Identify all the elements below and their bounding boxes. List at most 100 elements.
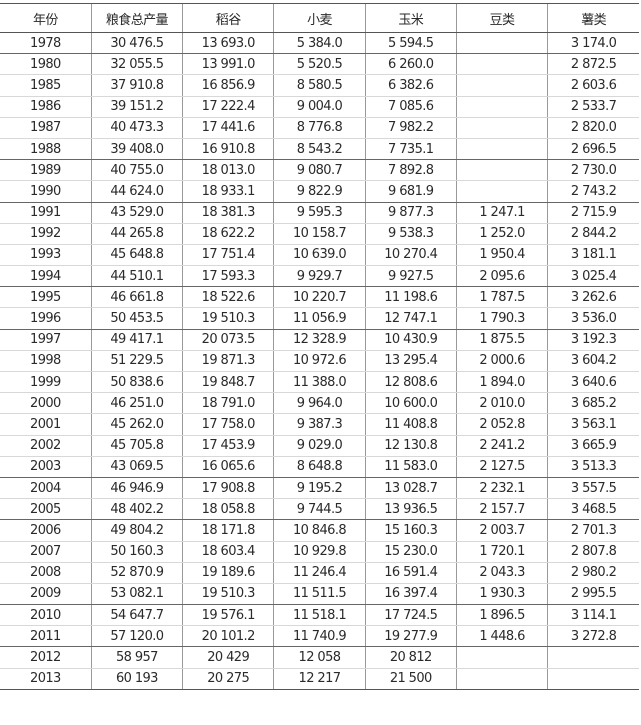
column-header: 薯类 <box>547 3 639 33</box>
value-cell <box>455 117 548 139</box>
value-cell: 5 520.5 <box>273 53 366 76</box>
value-cell: 2 820.0 <box>547 117 639 139</box>
value-cell: 16 910.8 <box>182 138 274 161</box>
table-row: 2004 46 946.9 17 908.8 9 195.2 13 028.7 2 232… <box>0 477 639 500</box>
table-row: 2003 43 069.5 16 065.6 8 648.8 11 583.0 2 127… <box>0 456 639 478</box>
value-cell: 37 910.8 <box>90 74 183 97</box>
value-cell: 3 536.0 <box>547 307 639 330</box>
value-cell: 12 130.8 <box>364 435 457 457</box>
table-row: 1999 50 838.6 19 848.7 11 388.0 12 808.6 1 89… <box>0 371 639 394</box>
value-cell <box>455 159 548 182</box>
value-cell: 2 241.2 <box>455 435 548 457</box>
year-cell: 1996 <box>0 307 92 330</box>
value-cell: 17 441.6 <box>182 117 274 139</box>
table-row: 1994 44 510.1 17 593.3 9 929.7 9 927.5 2 095.… <box>0 265 639 288</box>
column-header: 稻谷 <box>182 3 274 33</box>
value-cell: 43 069.5 <box>90 456 183 478</box>
value-cell: 12 747.1 <box>364 307 457 330</box>
year-cell: 2010 <box>0 604 92 627</box>
value-cell: 17 751.4 <box>182 244 274 267</box>
value-cell: 2 157.7 <box>455 498 548 521</box>
value-cell <box>455 32 548 55</box>
table-row: 1985 37 910.8 16 856.9 8 580.5 6 382.6 2 603.… <box>0 74 639 97</box>
value-cell <box>547 668 639 690</box>
table-row: 1998 51 229.5 19 871.3 10 972.6 13 295.4 2 00… <box>0 350 639 373</box>
value-cell: 13 028.7 <box>364 477 457 500</box>
year-cell: 1993 <box>0 244 92 267</box>
table-row: 2013 60 193 20 275 12 217 21 500 <box>0 668 639 690</box>
value-cell: 8 776.8 <box>273 117 366 139</box>
year-cell: 1989 <box>0 159 92 182</box>
value-cell: 3 513.3 <box>547 456 639 478</box>
value-cell: 8 580.5 <box>273 74 366 97</box>
value-cell: 44 624.0 <box>90 180 183 203</box>
value-cell: 46 251.0 <box>90 392 183 415</box>
value-cell: 1 896.5 <box>455 604 548 627</box>
value-cell <box>455 138 548 161</box>
value-cell: 19 848.7 <box>182 371 274 394</box>
value-cell: 3 174.0 <box>547 32 639 55</box>
value-cell: 11 518.1 <box>273 604 366 627</box>
value-cell: 50 838.6 <box>90 371 183 394</box>
value-cell: 10 929.8 <box>273 541 366 563</box>
value-cell: 50 453.5 <box>90 307 183 330</box>
value-cell: 19 510.3 <box>182 307 274 330</box>
value-cell: 1 950.4 <box>455 244 548 267</box>
value-cell: 9 929.7 <box>273 265 366 288</box>
value-cell: 50 160.3 <box>90 541 183 563</box>
value-cell: 2 701.3 <box>547 519 639 542</box>
value-cell: 9 822.9 <box>273 180 366 203</box>
value-cell: 11 408.8 <box>364 413 457 436</box>
value-cell: 3 025.4 <box>547 265 639 288</box>
value-cell: 17 593.3 <box>182 265 274 288</box>
year-cell: 2008 <box>0 562 92 584</box>
value-cell: 15 160.3 <box>364 519 457 542</box>
value-cell: 5 384.0 <box>273 32 366 55</box>
value-cell: 13 295.4 <box>364 350 457 373</box>
value-cell: 19 510.3 <box>182 583 274 606</box>
column-header: 豆类 <box>455 3 548 33</box>
value-cell: 9 927.5 <box>364 265 457 288</box>
value-cell: 2 010.0 <box>455 392 548 415</box>
value-cell: 2 980.2 <box>547 562 639 584</box>
table-row: 1995 46 661.8 18 522.6 10 220.7 11 198.6 1 78… <box>0 286 639 309</box>
year-cell: 2007 <box>0 541 92 563</box>
value-cell: 12 217 <box>273 668 366 690</box>
value-cell: 1 247.1 <box>455 202 548 224</box>
value-cell: 17 453.9 <box>182 435 274 457</box>
year-cell: 2005 <box>0 498 92 521</box>
value-cell: 10 270.4 <box>364 244 457 267</box>
value-cell: 12 808.6 <box>364 371 457 394</box>
value-cell: 2 872.5 <box>547 53 639 76</box>
value-cell: 18 522.6 <box>182 286 274 309</box>
value-cell: 9 681.9 <box>364 180 457 203</box>
year-cell: 1985 <box>0 74 92 97</box>
year-cell: 2003 <box>0 456 92 478</box>
value-cell: 17 758.0 <box>182 413 274 436</box>
value-cell: 52 870.9 <box>90 562 183 584</box>
value-cell: 8 543.2 <box>273 138 366 161</box>
value-cell: 32 055.5 <box>90 53 183 76</box>
table-row: 1996 50 453.5 19 510.3 11 056.9 12 747.1 1 79… <box>0 307 639 330</box>
value-cell: 3 640.6 <box>547 371 639 394</box>
value-cell: 20 073.5 <box>182 329 274 351</box>
value-cell: 11 056.9 <box>273 307 366 330</box>
value-cell: 18 791.0 <box>182 392 274 415</box>
value-cell: 3 685.2 <box>547 392 639 415</box>
value-cell: 2 003.7 <box>455 519 548 542</box>
value-cell: 2 730.0 <box>547 159 639 182</box>
table-row: 1987 40 473.3 17 441.6 8 776.8 7 982.2 2 820.… <box>0 117 639 139</box>
value-cell: 7 982.2 <box>364 117 457 139</box>
value-cell: 39 408.0 <box>90 138 183 161</box>
value-cell: 3 604.2 <box>547 350 639 373</box>
value-cell: 6 260.0 <box>364 53 457 76</box>
value-cell: 1 448.6 <box>455 625 548 648</box>
value-cell: 18 058.8 <box>182 498 274 521</box>
year-cell: 1998 <box>0 350 92 373</box>
year-cell: 2000 <box>0 392 92 415</box>
table-row: 2007 50 160.3 18 603.4 10 929.8 15 230.0 1 72… <box>0 541 639 563</box>
year-cell: 2002 <box>0 435 92 457</box>
value-cell: 18 171.8 <box>182 519 274 542</box>
value-cell: 11 740.9 <box>273 625 366 648</box>
value-cell: 2 127.5 <box>455 456 548 478</box>
